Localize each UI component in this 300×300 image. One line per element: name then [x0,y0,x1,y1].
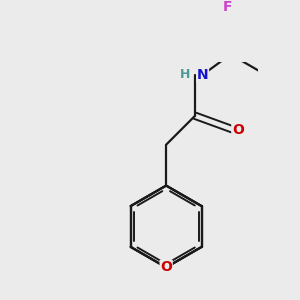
Text: O: O [160,260,172,274]
Text: N: N [197,68,208,82]
Text: O: O [232,123,244,137]
Text: H: H [180,68,190,81]
Text: F: F [223,0,232,14]
